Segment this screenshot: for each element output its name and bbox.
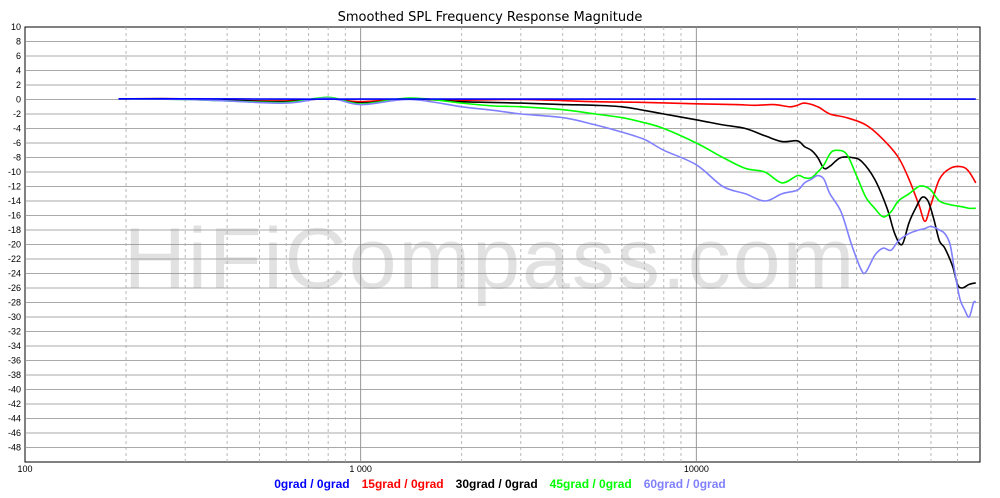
y-tick-label: -24 xyxy=(8,269,21,279)
legend-item-45grad: 45grad / 0grad xyxy=(549,477,632,491)
y-tick-label: -10 xyxy=(8,167,21,177)
series-line-30grad xyxy=(118,97,977,289)
x-axis-ticks: 100 1 000 10000 xyxy=(17,464,708,474)
x-tick-label: 1 000 xyxy=(349,464,372,474)
y-tick-label: 2 xyxy=(16,80,21,90)
y-tick-label: -34 xyxy=(8,341,21,351)
y-tick-label: -4 xyxy=(13,124,21,134)
series-line-60grad xyxy=(118,97,977,318)
y-tick-label: -20 xyxy=(8,240,21,250)
x-tick-label: 100 xyxy=(17,464,32,474)
plot-lines xyxy=(118,96,977,318)
x-tick-label: 10000 xyxy=(684,464,709,474)
y-axis-ticks: 10 8 6 4 2 0 -2 -4 -6 -8 -10 -12 -14 -16 -18 -20 -22 -24 -… xyxy=(8,22,21,453)
grid-lines xyxy=(24,26,981,463)
y-tick-label: 8 xyxy=(16,37,21,47)
y-tick-label: -16 xyxy=(8,211,21,221)
y-tick-label: -14 xyxy=(8,196,21,206)
series-line-45grad xyxy=(118,96,976,218)
legend-item-30grad: 30grad / 0grad xyxy=(455,477,538,491)
y-tick-label: -18 xyxy=(8,225,21,235)
y-tick-label: -48 xyxy=(8,443,21,453)
y-tick-label: -38 xyxy=(8,370,21,380)
y-tick-label: -26 xyxy=(8,283,21,293)
y-tick-label: 0 xyxy=(16,95,21,105)
y-tick-label: -12 xyxy=(8,182,21,192)
series-line-15grad xyxy=(118,97,977,223)
y-tick-label: -44 xyxy=(8,414,21,424)
y-tick-label: -46 xyxy=(8,428,21,438)
y-tick-label: -32 xyxy=(8,327,21,337)
legend-item-0grad: 0grad / 0grad xyxy=(274,477,350,491)
y-tick-label: 4 xyxy=(16,66,21,76)
legend-item-15grad: 15grad / 0grad xyxy=(361,477,444,491)
y-tick-label: 10 xyxy=(11,22,21,32)
y-tick-label: -40 xyxy=(8,385,21,395)
y-tick-label: -22 xyxy=(8,254,21,264)
y-tick-label: -2 xyxy=(13,109,21,119)
chart-legend: 0grad / 0grad 15grad / 0grad 30grad / 0gra… xyxy=(0,477,1000,491)
y-tick-label: -6 xyxy=(13,138,21,148)
y-tick-label: -28 xyxy=(8,298,21,308)
y-tick-label: 6 xyxy=(16,51,21,61)
y-tick-label: -8 xyxy=(13,153,21,163)
chart-title: Smoothed SPL Frequency Response Magnitud… xyxy=(338,10,643,25)
y-tick-label: -30 xyxy=(8,312,21,322)
legend-item-60grad: 60grad / 0grad xyxy=(643,477,726,491)
y-tick-label: -42 xyxy=(8,399,21,409)
y-tick-label: -36 xyxy=(8,356,21,366)
